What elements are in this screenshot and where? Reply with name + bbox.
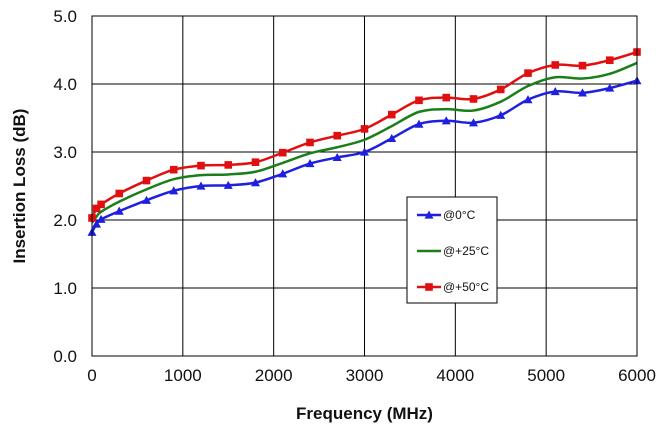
data-point-0 (605, 83, 615, 92)
series-markers (87, 48, 642, 236)
legend-label: @+25°C (443, 244, 489, 258)
plot-frame (91, 15, 638, 357)
x-tick-label: 3000 (346, 366, 384, 385)
x-tick-label: 2000 (255, 366, 293, 385)
data-point-2 (605, 56, 614, 64)
data-point-2 (278, 148, 287, 157)
data-point-2 (142, 176, 151, 185)
y-tick-label: 0.0 (53, 347, 77, 366)
legend: @0°C @+25°C @+50°C (406, 196, 498, 304)
data-point-0 (223, 180, 233, 189)
data-point-0 (196, 181, 206, 190)
data-point-2 (92, 204, 101, 213)
data-point-0 (142, 195, 151, 204)
data-point-2 (251, 158, 260, 166)
y-tick-labels: 0.0 1.0 2.0 3.0 4.0 5.0 (53, 7, 77, 366)
data-point-0 (278, 169, 288, 178)
data-point-0 (578, 88, 587, 97)
data-point-0 (523, 95, 533, 104)
y-tick-label: 3.0 (53, 143, 77, 162)
y-tick-label: 1.0 (53, 279, 77, 298)
data-point-2 (169, 165, 178, 174)
data-point-2 (415, 96, 423, 105)
y-tick-label: 4.0 (53, 75, 77, 94)
data-point-2 (469, 95, 478, 103)
data-point-0 (469, 118, 478, 127)
data-point-2 (224, 161, 233, 169)
data-point-0 (332, 152, 342, 162)
data-point-0 (251, 178, 260, 187)
y-tick-label: 5.0 (53, 7, 77, 26)
data-point-0 (169, 186, 179, 195)
data-point-2 (197, 161, 205, 170)
y-axis-title: Insertion Loss (dB) (10, 109, 29, 264)
data-point-0 (114, 206, 124, 215)
data-point-2 (442, 93, 451, 102)
data-point-0 (360, 147, 369, 156)
x-tick-label: 4000 (436, 366, 474, 385)
data-point-0 (387, 133, 397, 142)
data-point-2 (360, 125, 369, 133)
x-tick-label: 5000 (527, 366, 565, 385)
x-axis-title: Frequency (MHz) (296, 404, 433, 423)
series-line-1 (90, 61, 638, 224)
x-tick-label: 6000 (618, 366, 656, 385)
data-point-0 (92, 219, 102, 228)
data-point-0 (496, 110, 506, 119)
legend-swatch-marker (424, 210, 434, 219)
x-tick-label: 0 (87, 366, 96, 385)
grid-lines (92, 16, 637, 356)
legend-label: @+50°C (443, 280, 489, 294)
y-tick-label: 2.0 (53, 211, 77, 230)
legend-swatch-marker (425, 283, 433, 291)
data-point-2 (578, 61, 587, 70)
data-point-0 (441, 116, 451, 125)
data-point-2 (115, 189, 124, 198)
x-tick-labels: 0 1000 2000 3000 4000 5000 6000 (87, 366, 656, 385)
data-point-0 (305, 159, 315, 168)
data-point-2 (306, 138, 314, 147)
data-point-2 (524, 69, 532, 77)
x-tick-label: 1000 (164, 366, 202, 385)
data-point-0 (414, 119, 424, 128)
data-point-2 (387, 110, 396, 119)
data-point-2 (551, 61, 560, 69)
data-point-2 (496, 85, 505, 94)
data-point-2 (333, 131, 342, 140)
data-point-0 (550, 86, 560, 96)
data-point-0 (96, 214, 106, 223)
data-point-2 (97, 200, 105, 209)
legend-label: @0°C (443, 208, 476, 222)
